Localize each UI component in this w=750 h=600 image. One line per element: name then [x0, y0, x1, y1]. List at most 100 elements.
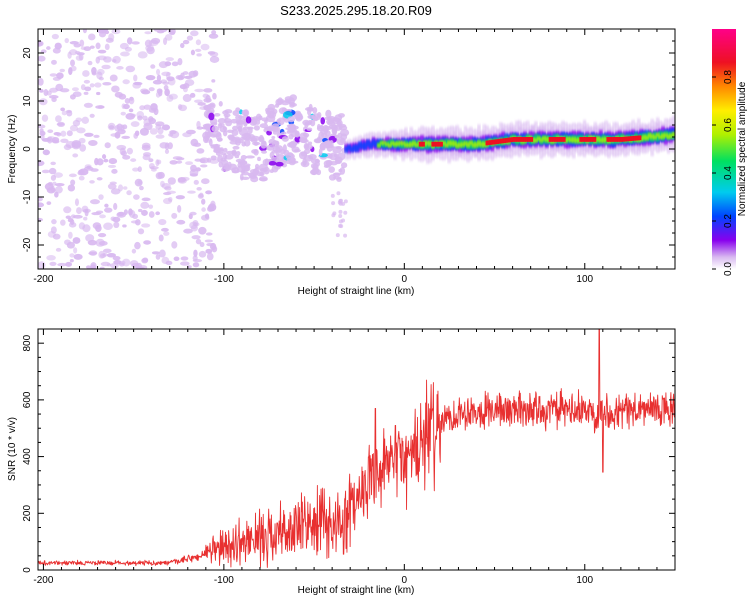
spectrogram-peak-cell: [420, 141, 424, 147]
spectrogram-speckle: [186, 35, 194, 41]
spectrogram-speckle: [79, 144, 87, 152]
spectrogram-speckle: [51, 219, 57, 225]
spectrogram-peak-cell: [485, 140, 489, 146]
spectrogram-cluster: [261, 117, 269, 122]
spectrogram-speckle: [179, 261, 190, 266]
spectrogram-speckle: [104, 142, 111, 149]
spectrogram-speckle: [59, 88, 70, 93]
spectrogram-speckle: [196, 53, 202, 57]
spectrogram-speckle: [66, 130, 73, 137]
spectrogram-cluster: [219, 123, 225, 127]
spectrogram-speckle: [72, 214, 83, 219]
spectrogram-cluster: [310, 119, 316, 127]
spectrogram-cluster: [232, 136, 241, 141]
spectrogram-cluster: [325, 109, 332, 118]
spectrogram-speckle: [42, 149, 50, 156]
spectrogram-speckle: [138, 265, 148, 269]
spectrogram-speckle: [91, 67, 97, 75]
spectrogram-speckle: [186, 129, 196, 135]
spectrogram-speckle: [192, 262, 200, 268]
spectrogram-ridge-cell: [344, 146, 348, 153]
spectrogram-speckle: [76, 207, 82, 215]
spectrogram-peak-cell: [530, 137, 534, 142]
spectrogram-peak-cell: [611, 137, 615, 142]
spectrogram-speckle: [38, 41, 43, 46]
spectrogram-cluster: [338, 123, 347, 128]
spectrogram-speckle: [193, 249, 198, 258]
spectrogram-speckle: [111, 168, 118, 174]
spectrogram-speckle: [78, 168, 89, 176]
spectrogram-speckle: [113, 221, 120, 229]
spectrogram-speckle: [92, 222, 102, 230]
spectrogram-speckle: [54, 182, 65, 187]
spectrogram-cluster: [211, 130, 222, 138]
spectrogram-cluster: [266, 107, 275, 114]
spectrogram-ridge-cell: [574, 137, 579, 143]
colorbar-gradient: [712, 29, 736, 269]
spectrogram-cluster: [259, 171, 265, 177]
spectrogram-ridge-cell: [382, 140, 386, 145]
spectrogram-speckle: [200, 43, 210, 51]
spectrogram-cluster: [332, 172, 341, 178]
spectrogram-ridge-cell: [531, 137, 535, 143]
figure-title: S233.2025.295.18.20.R09: [280, 3, 432, 18]
spectrogram-speckle: [211, 30, 217, 35]
spectrogram-peak-cell: [637, 135, 640, 141]
spectrogram-speckle: [84, 86, 92, 92]
spectrogram-speckle: [165, 71, 171, 80]
spectrogram-speckle: [164, 186, 172, 191]
spectrogram-speckle: [83, 91, 89, 95]
spectrogram-ridge-cell: [639, 136, 644, 142]
spectrogram-peak-cell: [525, 137, 528, 142]
spectrogram-speckle: [177, 57, 183, 66]
spectrogram-heatmap: [38, 29, 675, 269]
spectrogram-speckle: [114, 125, 121, 132]
spectrogram-cluster: [328, 166, 335, 173]
spectrogram-speckle: [153, 29, 161, 32]
spectrogram-speckle: [88, 140, 98, 147]
spectrogram-peak-cell: [617, 137, 620, 142]
spectrogram-speckle: [158, 234, 164, 242]
spectrogram-speckle: [125, 112, 136, 120]
spectrogram-peak-cell: [628, 136, 631, 142]
spectrogram-cluster: [275, 145, 284, 153]
spectrogram-peak-cell: [487, 140, 490, 146]
spectrogram-speckle: [95, 42, 101, 50]
spectrogram-ridge-cell: [477, 140, 481, 147]
spectrogram-speckle: [194, 88, 205, 93]
spectrogram-speckle: [190, 138, 199, 147]
spectrogram-speckle: [206, 242, 214, 247]
spectrogram-speckle: [196, 186, 202, 191]
spectrogram-speckle: [98, 29, 109, 33]
spectrogram-speckle: [64, 239, 71, 246]
spectrogram-peak-cell: [610, 137, 613, 142]
spectrogram-cluster: [281, 107, 287, 113]
spectrogram-ridge-cell: [361, 142, 365, 149]
spectrogram-speckle: [163, 231, 170, 236]
spectrogram-peak-cell: [505, 137, 508, 143]
spectrogram-speckle: [96, 91, 101, 96]
spectrogram-speckle: [162, 197, 173, 205]
spectrogram-speckle: [142, 115, 148, 121]
spectrogram-speckle: [69, 253, 75, 258]
spectrogram-peak-cell: [507, 137, 510, 143]
spectrogram-speckle: [180, 256, 189, 261]
spectrogram-speckle: [336, 191, 341, 196]
spectrogram-speckle: [141, 144, 151, 151]
spectrogram-speckle: [65, 261, 73, 267]
spectrogram-speckle: [133, 74, 138, 82]
spectrogram-speckle: [87, 60, 93, 66]
spectrogram-speckle: [88, 251, 97, 255]
spectrogram-speckle: [51, 33, 59, 40]
spectrogram-peak-cell: [498, 138, 501, 144]
spectrogram-ridge-cell: [374, 140, 378, 148]
spectrogram-ridge-cell: [447, 140, 451, 146]
spectrogram-speckle: [155, 254, 161, 260]
spectrogram-speckle: [163, 192, 172, 196]
spectrogram-peak-cell: [608, 137, 611, 142]
spectrogram-cluster: [286, 130, 292, 134]
snr-ytick-label: 800: [22, 334, 33, 351]
spectrogram-speckle: [38, 160, 45, 167]
spectrogram-speckle: [40, 49, 47, 54]
spectrogram-speckle: [200, 164, 208, 168]
